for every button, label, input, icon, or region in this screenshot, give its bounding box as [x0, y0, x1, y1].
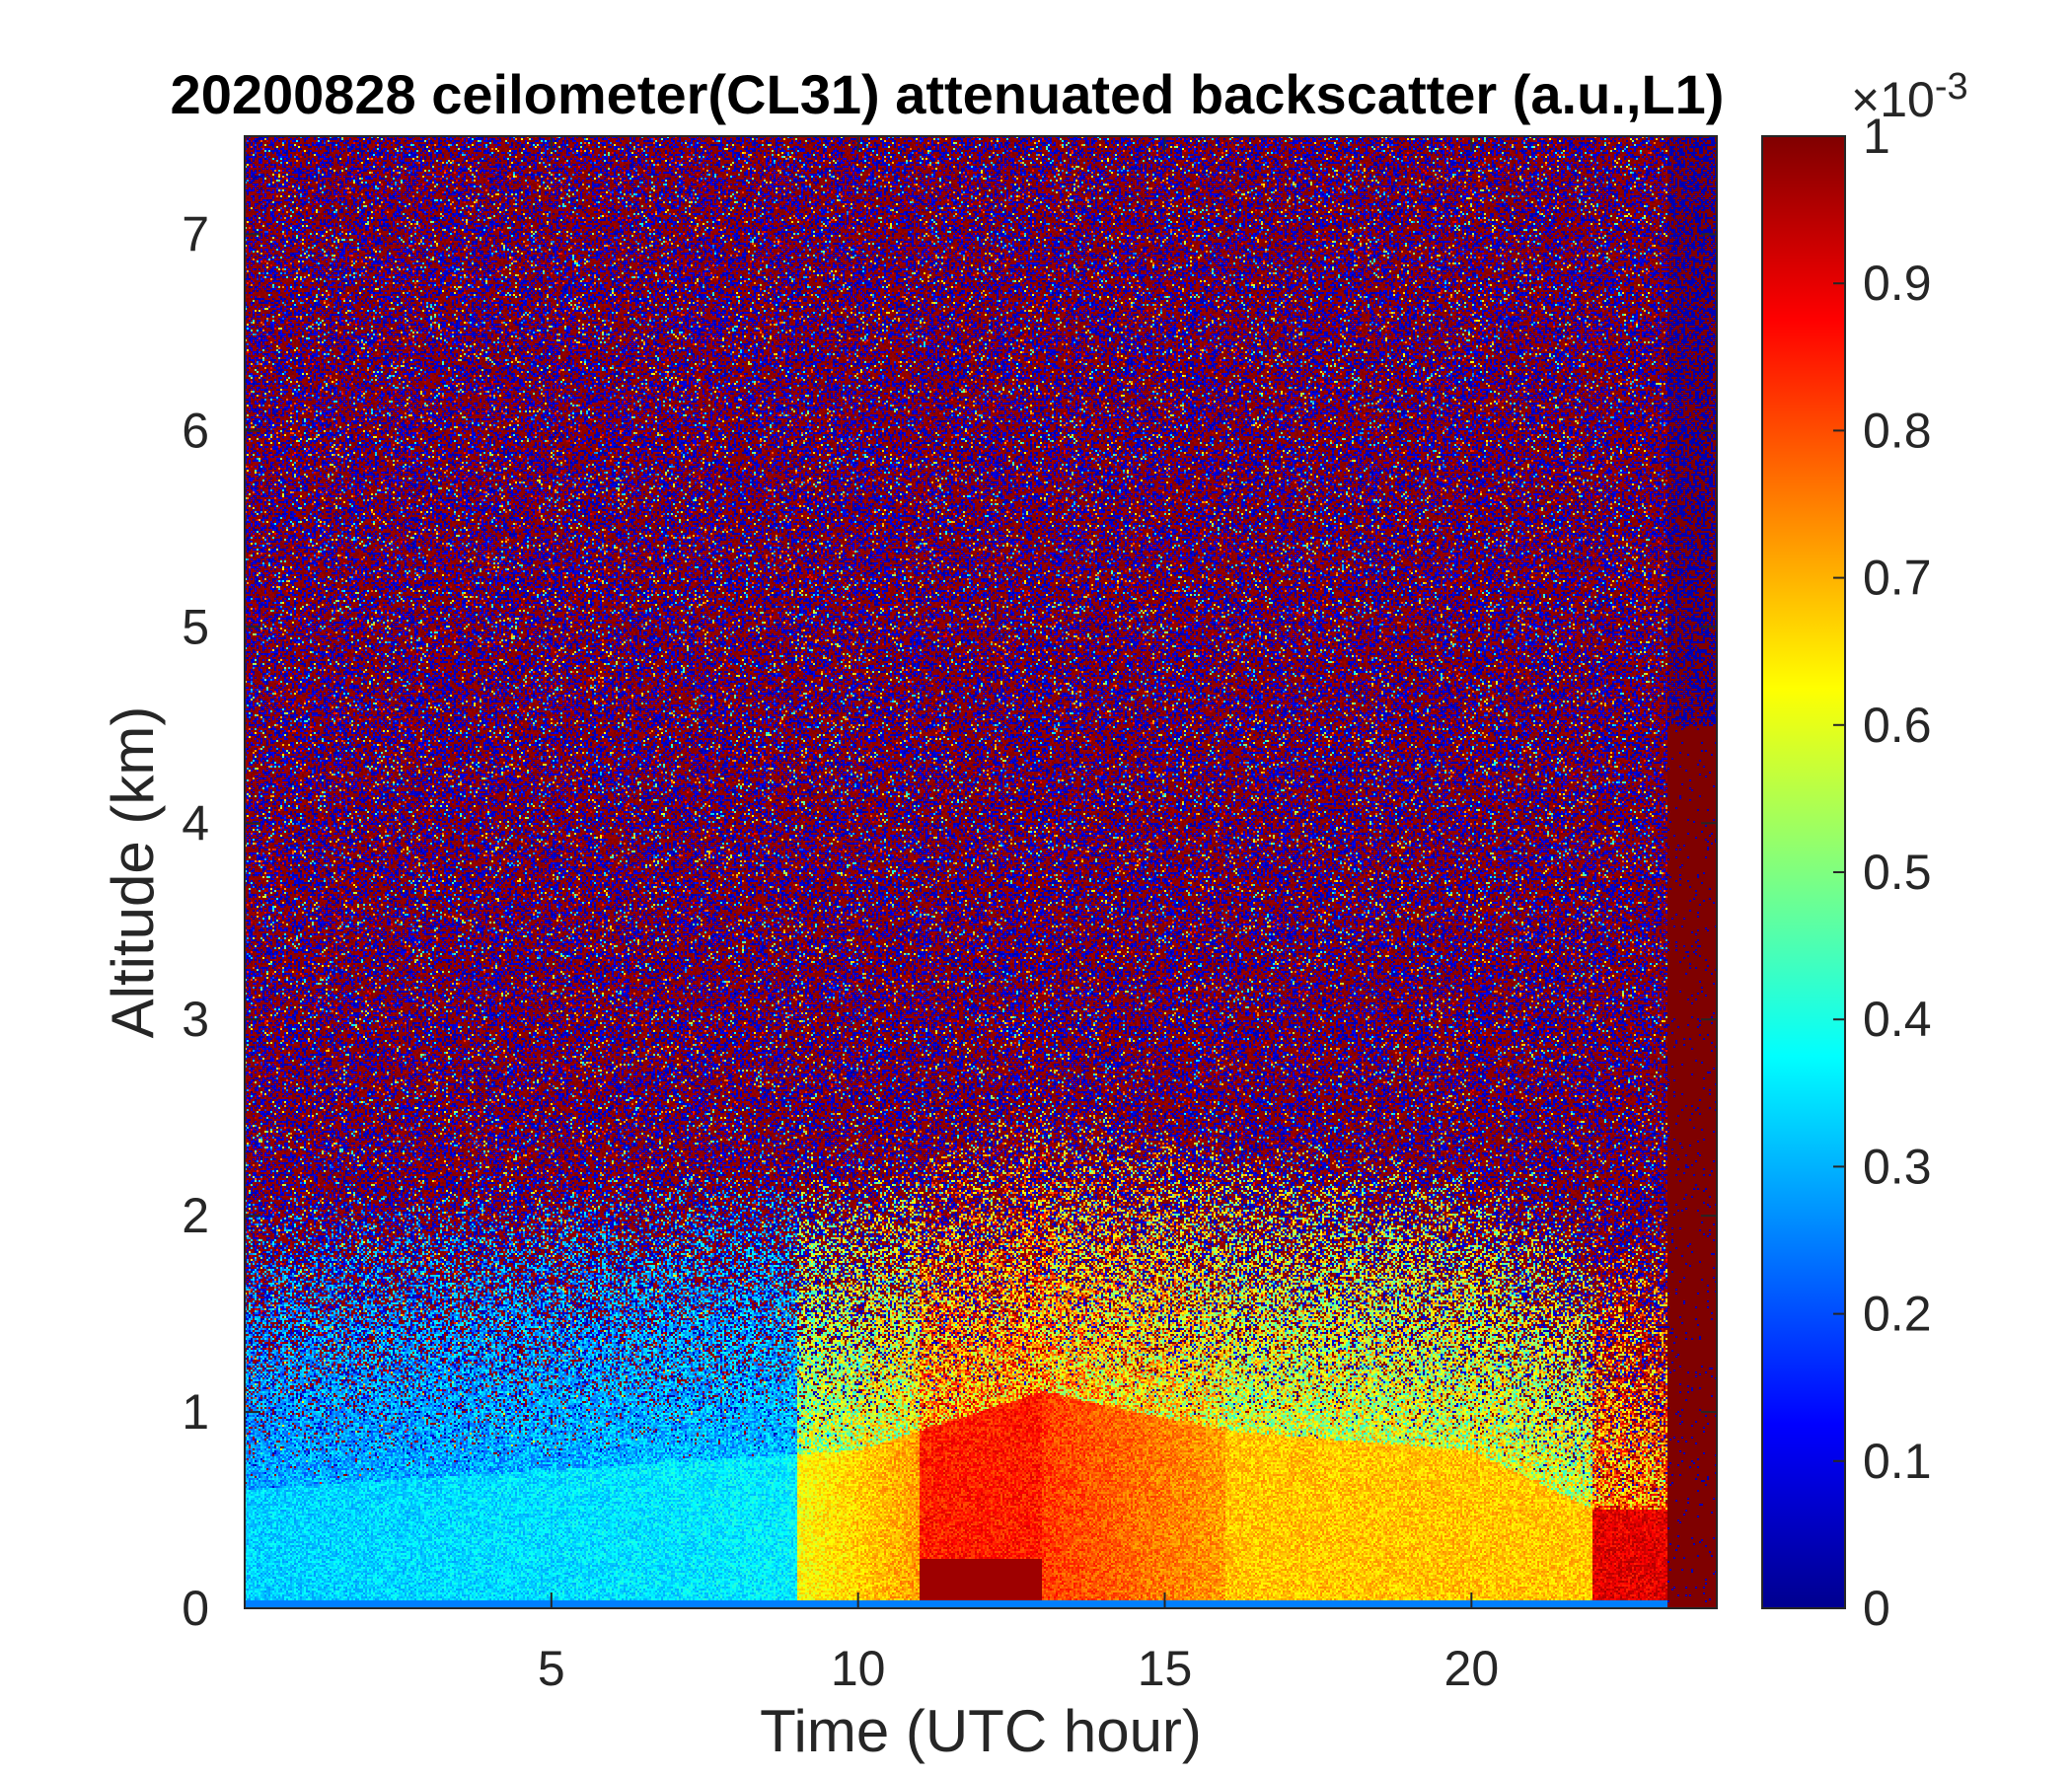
colorbar-tick-label: 0.6: [1863, 698, 1932, 753]
colorbar-tick-label: 0: [1863, 1581, 1890, 1636]
y-tick-label: 7: [182, 206, 209, 261]
plot-frame: [244, 135, 1718, 1609]
colorbar-tick-label: 0.1: [1863, 1434, 1932, 1489]
y-tick-label: 2: [182, 1188, 209, 1243]
y-tick-label: 4: [182, 795, 209, 851]
y-tick-label: 6: [182, 403, 209, 458]
colorbar-axis: 0 0.1 0.2 0.3 0.4 0.5 0.6 0.7 0.8 0.9 1: [1833, 109, 1932, 1636]
colorbar-tick-label: 0.8: [1863, 403, 1932, 458]
x-tick-label: 20: [1444, 1641, 1500, 1696]
y-tick-label: 0: [182, 1581, 209, 1636]
colorbar-tick-label: 0.5: [1863, 845, 1932, 900]
colorbar-tick-label: 0.4: [1863, 992, 1932, 1047]
x-axis: 5 10 15 20: [538, 136, 1499, 1696]
colorbar-tick-label: 0.3: [1863, 1139, 1932, 1194]
colorbar-tick-label: 1: [1863, 109, 1890, 164]
chart-title: 20200828 ceilometer(CL31) attenuated bac…: [171, 63, 1725, 125]
y-axis: 0 1 2 3 4 5 6 7: [182, 206, 1717, 1636]
colorbar-exponent: ×10-3: [1851, 66, 1968, 127]
y-tick-label: 3: [182, 992, 209, 1047]
colorbar: [1761, 135, 1846, 1609]
x-tick-label: 15: [1138, 1641, 1193, 1696]
x-tick-label: 10: [831, 1641, 886, 1696]
colorbar-exponent-base: ×10: [1851, 72, 1935, 127]
x-tick-label: 5: [538, 1641, 565, 1696]
colorbar-tick-label: 0.7: [1863, 551, 1932, 606]
y-axis-label: Altitude (km): [100, 706, 166, 1039]
colorbar-tick-label: 0.9: [1863, 256, 1932, 311]
y-tick-label: 1: [182, 1384, 209, 1440]
heatmap-area: [245, 136, 1717, 1608]
colorbar-tick-label: 0.2: [1863, 1287, 1932, 1342]
y-tick-label: 5: [182, 599, 209, 654]
x-axis-label: Time (UTC hour): [760, 1698, 1202, 1764]
colorbar-exponent-power: -3: [1935, 66, 1968, 108]
